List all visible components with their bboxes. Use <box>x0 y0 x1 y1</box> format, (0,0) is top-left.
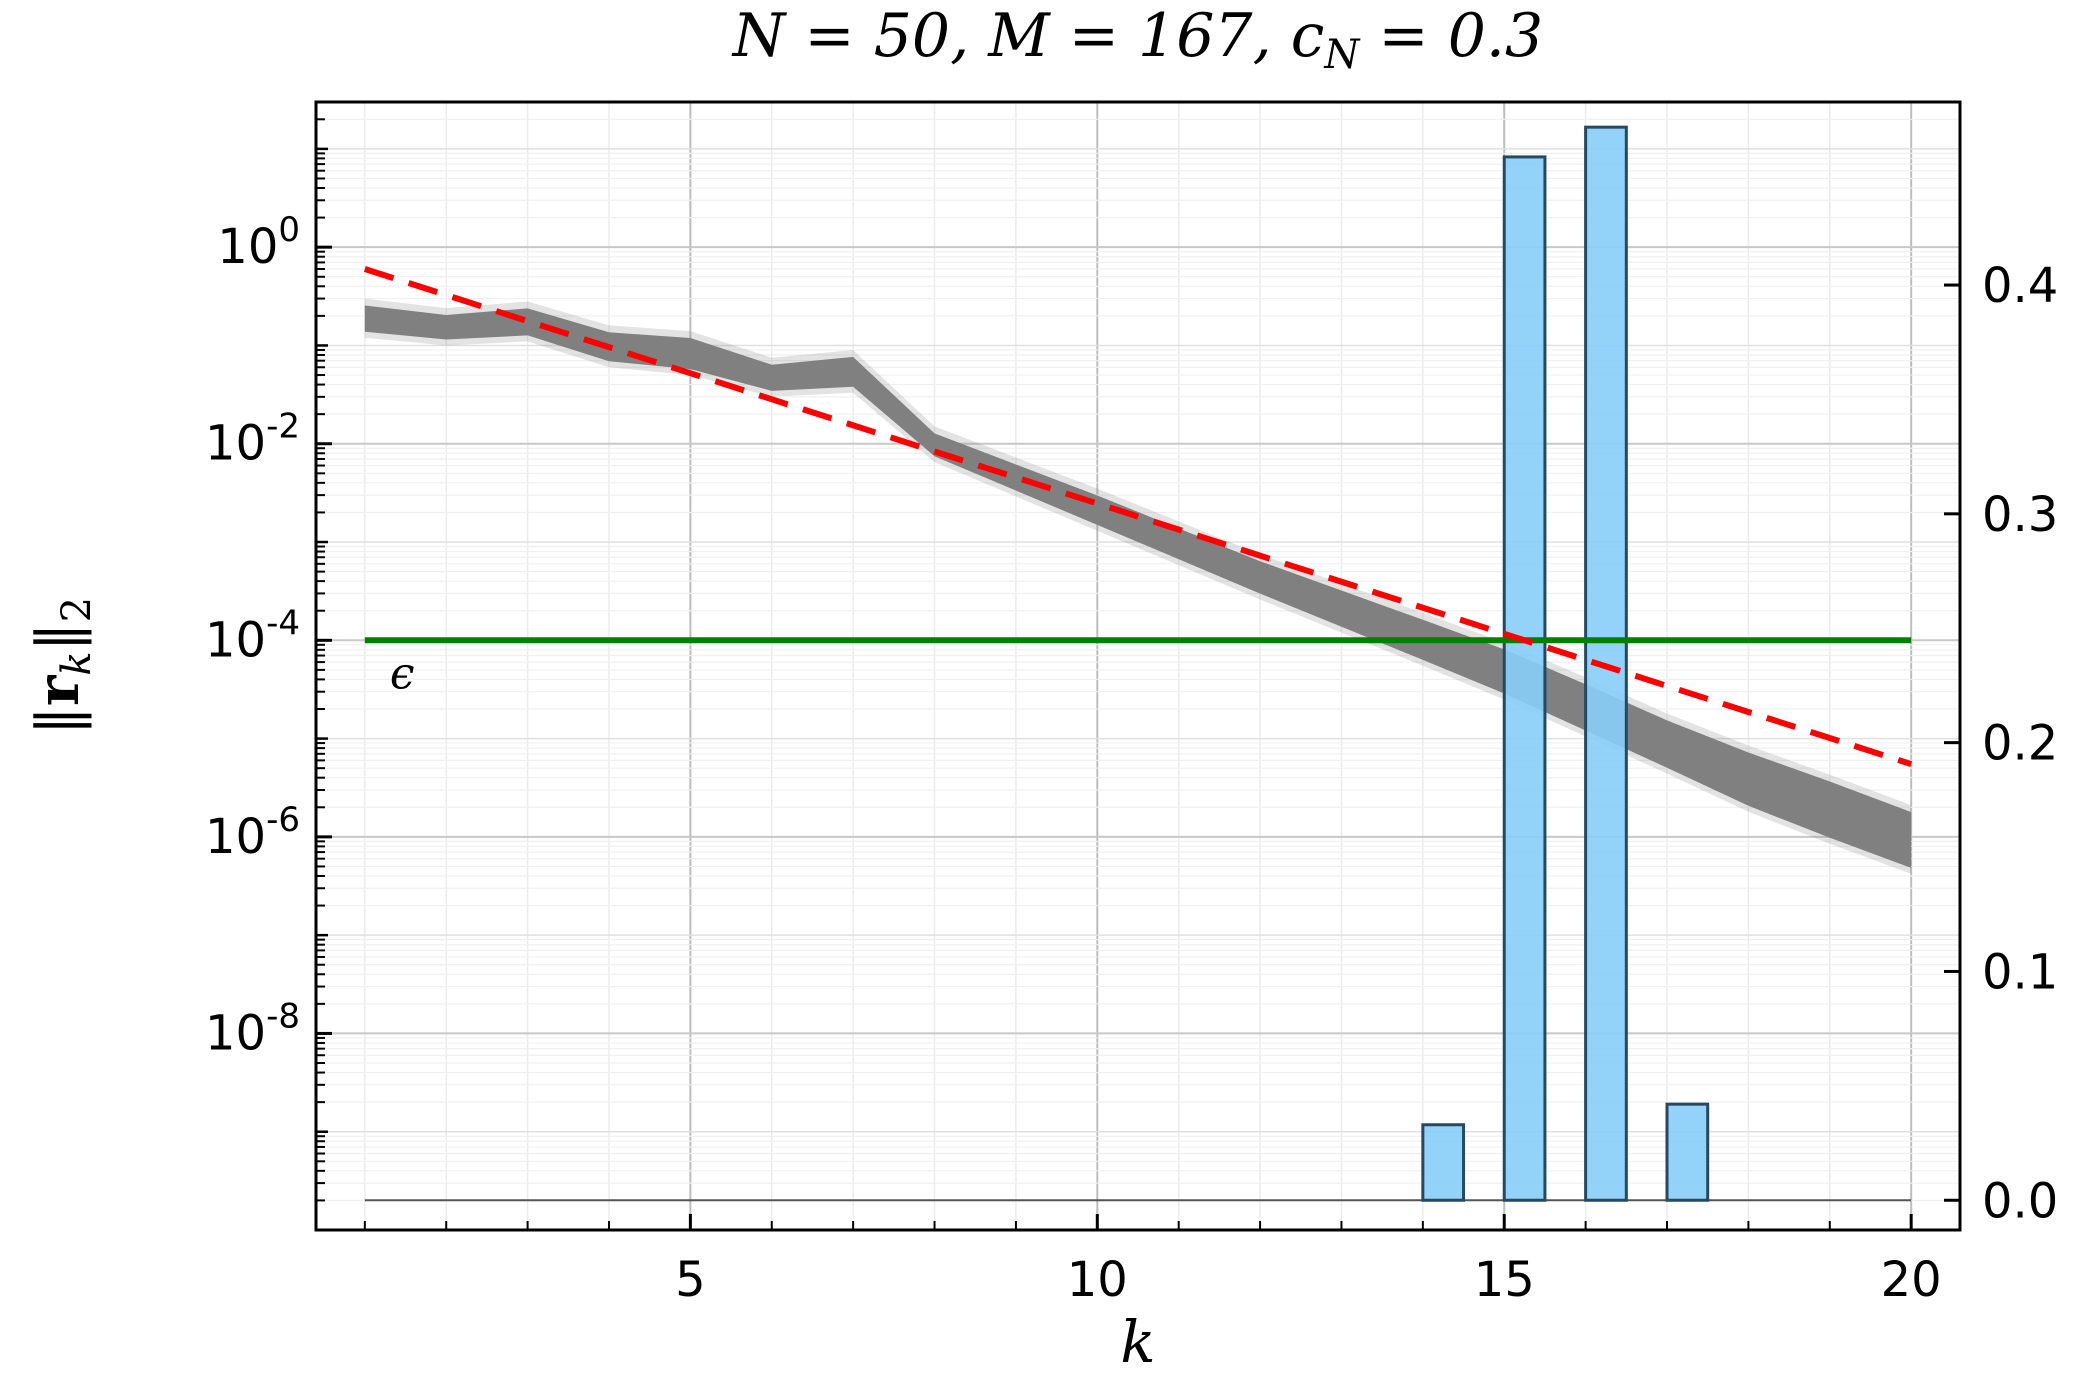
y2-tick-label: 0.0 <box>1982 1173 2058 1229</box>
fit-line <box>363 266 1913 767</box>
y2-tick-label: 0.2 <box>1982 716 2058 772</box>
axis-labels: k ‖rk‖2 <box>24 597 1156 1376</box>
threshold-label: ϵ <box>390 648 415 699</box>
plot-area: ϵ <box>363 125 1913 1202</box>
y-tick-label: 10-4 <box>205 603 300 668</box>
y-tick-label: 10-8 <box>205 996 300 1061</box>
grid-lines <box>316 101 1960 1231</box>
histogram-bar <box>1421 1123 1466 1202</box>
title-text: N = 50, M = 167, cN = 0.3 <box>731 1 1543 78</box>
x-axis-ticks: 5 10 15 20 <box>363 1214 1942 1308</box>
chart-title: N = 50, M = 167, cN = 0.3 <box>731 1 1543 78</box>
histogram-bar <box>1502 155 1547 1202</box>
y-tick-label: 100 <box>217 210 300 275</box>
y-axis-ticks: 10-8 10-6 10-4 10-2 100 <box>205 101 332 1202</box>
residual-band <box>364 305 1912 868</box>
y2-tick-label: 0.3 <box>1982 487 2058 543</box>
x-tick-label: 5 <box>675 1252 706 1308</box>
x-tick-label: 10 <box>1067 1252 1128 1308</box>
axes-frame <box>314 100 1962 1232</box>
x-tick-label: 15 <box>1474 1252 1535 1308</box>
plot-frame <box>314 100 1962 1232</box>
y2-tick-label: 0.4 <box>1982 258 2058 314</box>
histogram-bar <box>1665 1102 1710 1202</box>
y2-tick-label: 0.1 <box>1982 944 2058 1000</box>
x-tick-label: 20 <box>1881 1252 1942 1308</box>
x-axis-label: k <box>1120 1308 1155 1376</box>
y2-axis-ticks: 0.0 0.1 0.2 0.3 0.4 <box>1944 258 2058 1229</box>
y-axis-label: ‖rk‖2 <box>24 597 100 735</box>
y-tick-label: 10-2 <box>205 407 300 472</box>
y-tick-label: 10-6 <box>205 800 300 865</box>
